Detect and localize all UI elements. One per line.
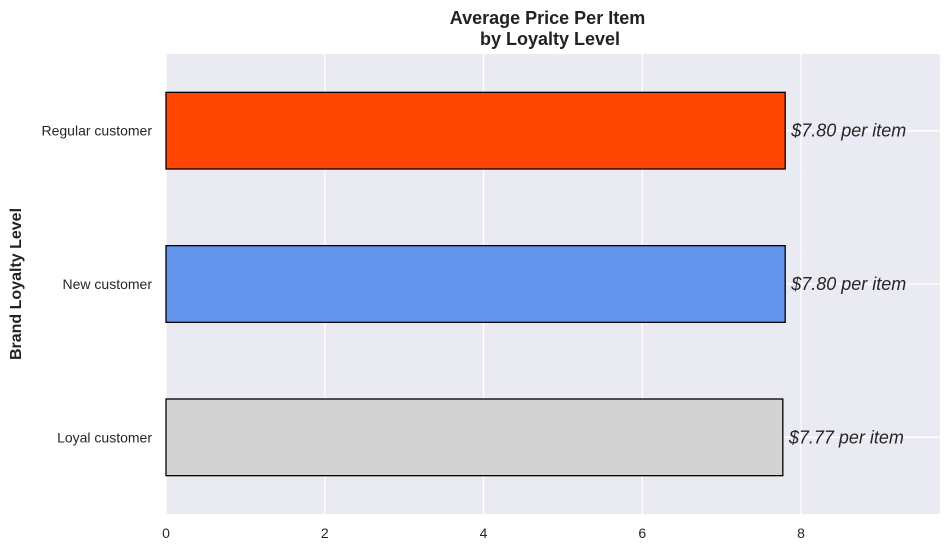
bar — [165, 91, 786, 170]
y-tick-label: Loyal customer — [57, 429, 152, 445]
x-tick-labels: 0 2 4 6 8 — [162, 525, 805, 541]
bars — [165, 91, 786, 477]
x-tick-label: 0 — [162, 525, 170, 541]
chart-title-line-2: by Loyalty Level — [480, 29, 620, 49]
y-axis-label: Brand Loyalty Level — [8, 208, 25, 360]
x-tick-label: 8 — [797, 525, 805, 541]
bar — [165, 398, 784, 477]
chart-title-line-1: Average Price Per Item — [450, 8, 645, 28]
data-labels: $7.77 per item $7.80 per item $7.80 per it… — [788, 121, 906, 448]
x-tick-label: 6 — [638, 525, 646, 541]
x-tick-label: 2 — [321, 525, 329, 541]
y-tick-label: Regular customer — [42, 123, 153, 139]
chart-title: Average Price Per Item by Loyalty Level — [450, 8, 650, 49]
x-tick-label: 4 — [480, 525, 488, 541]
data-label: $7.77 per item — [788, 427, 904, 447]
bar — [165, 245, 786, 323]
data-label: $7.80 per item — [790, 121, 906, 141]
y-tick-label: New customer — [63, 276, 153, 292]
y-tick-labels: Loyal customer New customer Regular custom… — [42, 123, 153, 446]
data-label: $7.80 per item — [790, 274, 906, 294]
